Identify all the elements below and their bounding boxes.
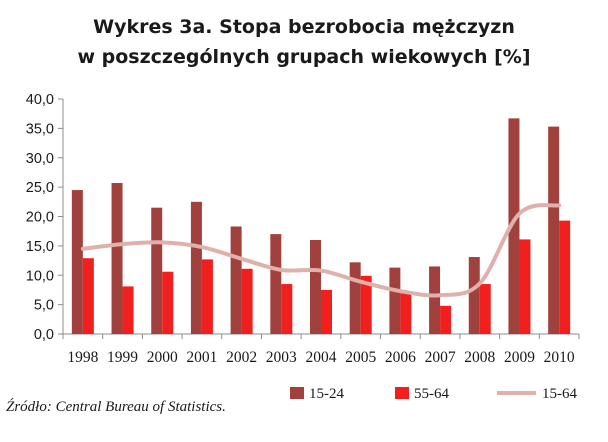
x-axis: 1998 1999 2000 2001 2002 2003 2004 2005 2006 2007… <box>62 333 580 366</box>
bar-55-64-2001 <box>201 259 213 334</box>
legend-label-15-64: 15-64 <box>542 386 577 402</box>
x-tick-label: 1999 <box>107 349 138 366</box>
bar-55-64-2007 <box>440 305 452 334</box>
x-tick-label: 2000 <box>147 349 178 366</box>
bar-15-24-2001 <box>190 201 202 334</box>
x-tick-label: 2007 <box>425 349 456 366</box>
x-tick-label: 2009 <box>504 349 535 366</box>
bar-55-64-2002 <box>241 268 253 334</box>
chart-title-line-2: w poszczególnych grupach wiekowych [%] <box>77 46 530 68</box>
bar-55-64-2003 <box>281 284 293 334</box>
bar-55-64-1999 <box>122 286 134 334</box>
bar-55-64-2009 <box>519 239 531 334</box>
legend-label-15-24: 15-24 <box>309 386 344 402</box>
x-tick-label: 2008 <box>464 349 495 366</box>
x-tick-label: 2002 <box>226 349 257 366</box>
y-axis: 0,0 5,0 10,0 15,0 20,0 25,0 30,0 35,0 40,0 <box>26 92 64 343</box>
x-tick-label: 1998 <box>67 349 98 366</box>
legend-label-55-64: 55-64 <box>414 386 449 402</box>
bar-15-24-2004 <box>310 240 321 334</box>
bar-55-64-1998 <box>82 258 94 334</box>
bar-series-group <box>71 118 571 334</box>
y-tick-label: 25,0 <box>26 180 54 196</box>
bar-15-24-2008 <box>468 257 480 334</box>
bar-15-24-2003 <box>270 234 282 334</box>
bar-55-64-2000 <box>162 271 174 334</box>
bar-15-24-2005 <box>349 262 361 334</box>
bar-15-24-2006 <box>389 267 401 334</box>
x-tick-label: 2003 <box>266 349 297 366</box>
x-tick-label: 2001 <box>186 349 217 366</box>
legend-swatch-55-64 <box>395 387 409 399</box>
chart-title-line-1: Wykres 3a. Stopa bezrobocia mężczyzn <box>93 16 515 38</box>
y-tick-label: 5,0 <box>34 298 54 314</box>
y-tick-label: 10,0 <box>26 268 54 284</box>
y-tick-label: 15,0 <box>26 239 54 255</box>
y-tick-label: 35,0 <box>26 121 54 137</box>
bar-15-24-2000 <box>151 207 163 334</box>
bar-55-64-2006 <box>400 291 412 334</box>
x-tick-label: 2004 <box>306 349 337 366</box>
line-15-64 <box>80 203 562 298</box>
legend-swatch-15-24 <box>290 387 304 399</box>
bar-15-24-1999 <box>111 183 123 334</box>
y-tick-label: 20,0 <box>26 210 54 226</box>
bar-15-24-2009 <box>508 118 520 334</box>
legend: 15-24 55-64 15-64 <box>290 386 577 402</box>
bar-15-24-1998 <box>71 190 83 334</box>
bar-55-64-2005 <box>360 275 372 334</box>
y-tick-label: 40,0 <box>26 92 54 108</box>
y-tick-label: 0,0 <box>34 327 54 343</box>
line-series-group <box>80 203 562 298</box>
y-tick-label: 30,0 <box>26 151 54 167</box>
bar-15-24-2010 <box>548 126 560 334</box>
bar-55-64-2004 <box>321 289 332 334</box>
bar-15-24-2002 <box>230 226 242 334</box>
bar-15-24-2007 <box>429 266 441 334</box>
x-tick-label: 2005 <box>345 349 376 366</box>
bar-55-64-2010 <box>559 220 571 334</box>
bar-55-64-2008 <box>479 284 491 334</box>
x-tick-label: 2010 <box>544 349 575 366</box>
source-note: Źródło: Central Bureau of Statistics. <box>6 398 226 415</box>
x-tick-label: 2006 <box>385 349 416 366</box>
